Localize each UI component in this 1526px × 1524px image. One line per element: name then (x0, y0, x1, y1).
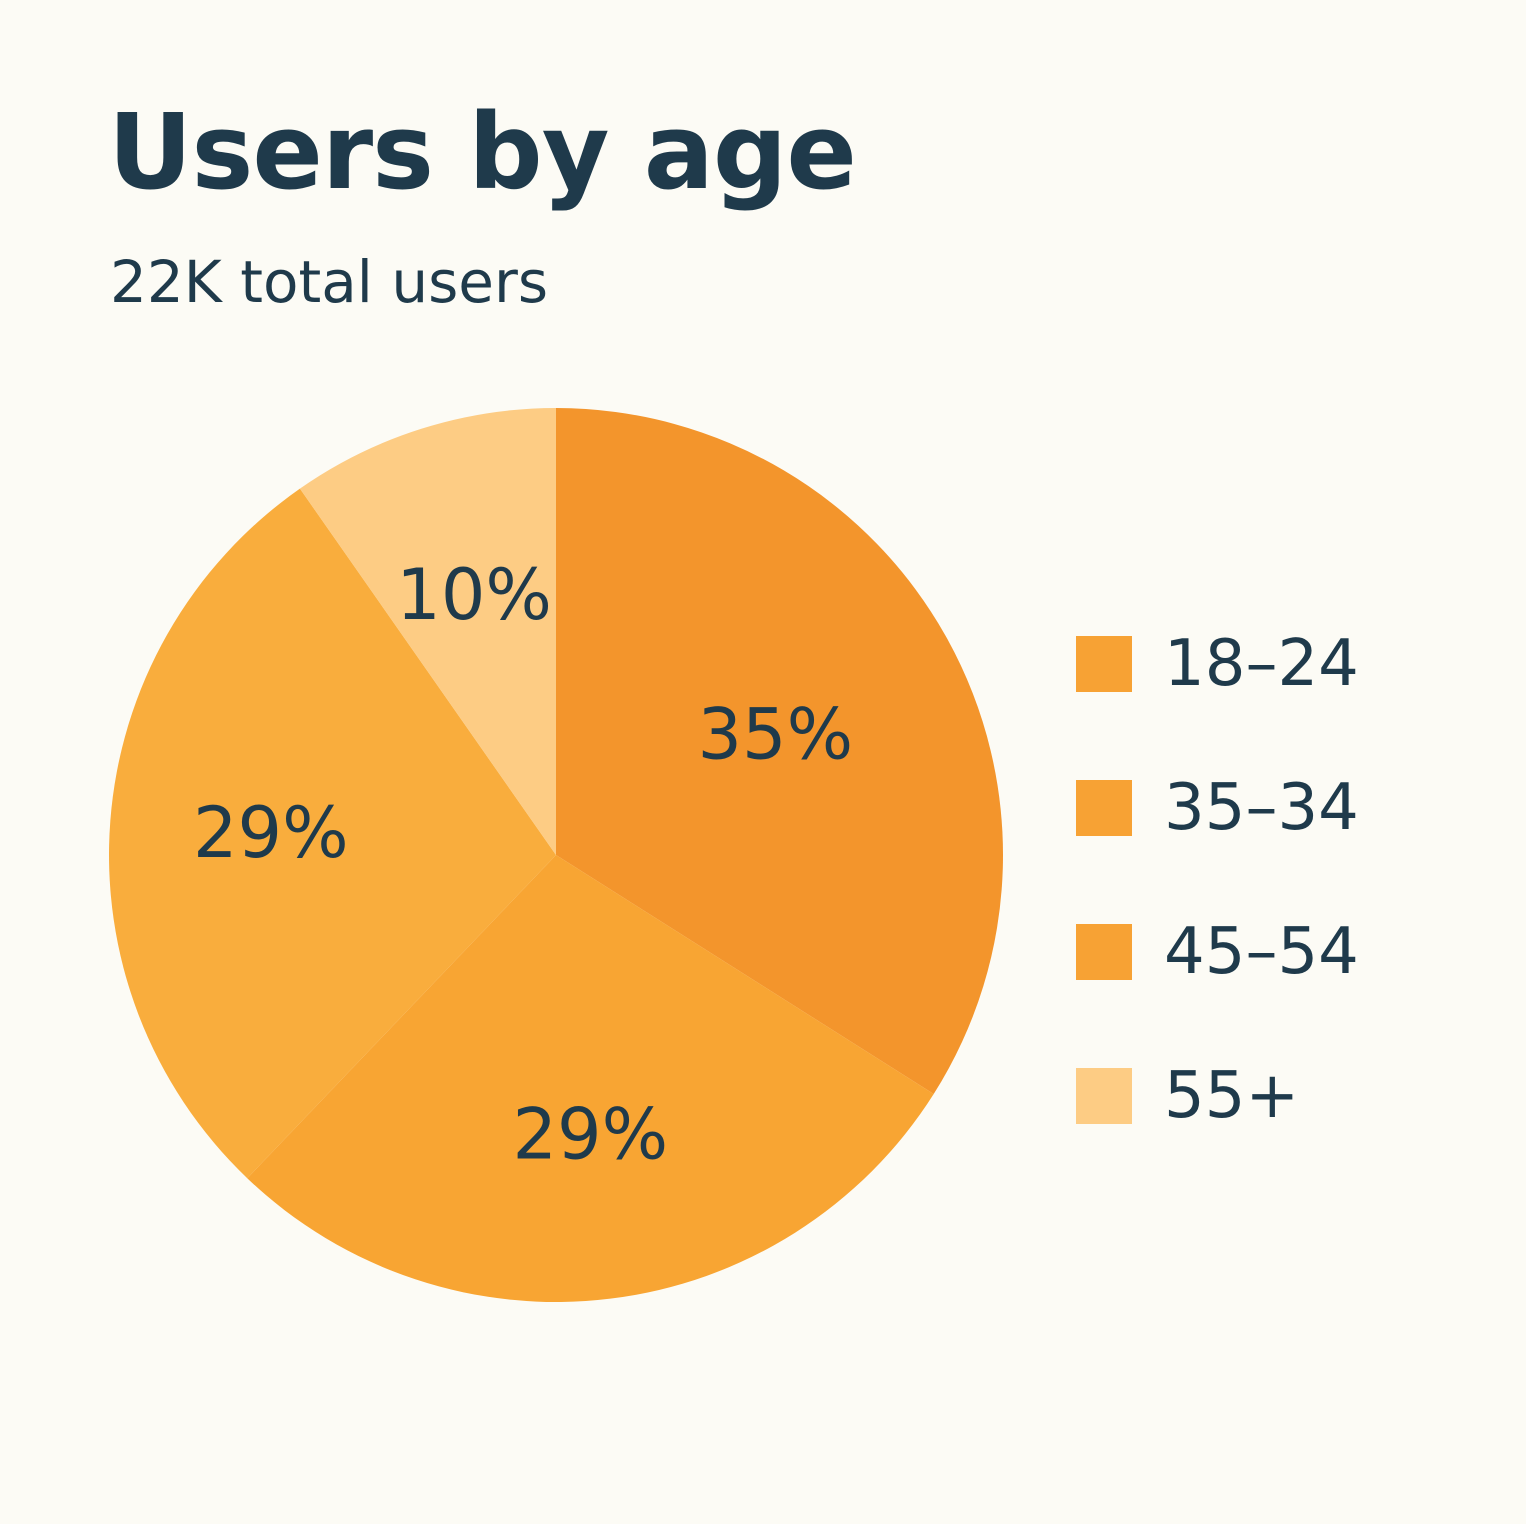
pie-value-label-4: 10% (396, 554, 552, 636)
legend-swatch-2 (1076, 780, 1132, 836)
legend-label-4: 55+ (1164, 1059, 1299, 1133)
pie-slice-4 (299, 408, 556, 855)
pie-slices (109, 408, 1004, 1302)
legend-label-2: 35–34 (1164, 771, 1359, 845)
legend-label-3: 45–54 (1164, 915, 1359, 989)
pie-value-label-1: 35% (698, 693, 854, 775)
pie-slice-3 (109, 488, 557, 1179)
pie-slice-2 (247, 855, 934, 1302)
legend-swatch-1 (1076, 636, 1132, 692)
legend-swatch-3 (1076, 924, 1132, 980)
legend: 18–24 35–34 45–54 55+ (1076, 627, 1359, 1133)
legend-label-1: 18–24 (1164, 627, 1359, 701)
chart-subtitle: 22K total users (110, 248, 549, 316)
legend-swatch-4 (1076, 1068, 1132, 1124)
pie-slice-1 (556, 408, 1004, 1095)
pie-value-label-3: 29% (193, 792, 349, 874)
pie-value-label-2: 29% (513, 1094, 669, 1176)
pie-value-labels: 35% 29% 29% 10% (193, 554, 853, 1176)
chart-title: Users by age (108, 91, 857, 213)
